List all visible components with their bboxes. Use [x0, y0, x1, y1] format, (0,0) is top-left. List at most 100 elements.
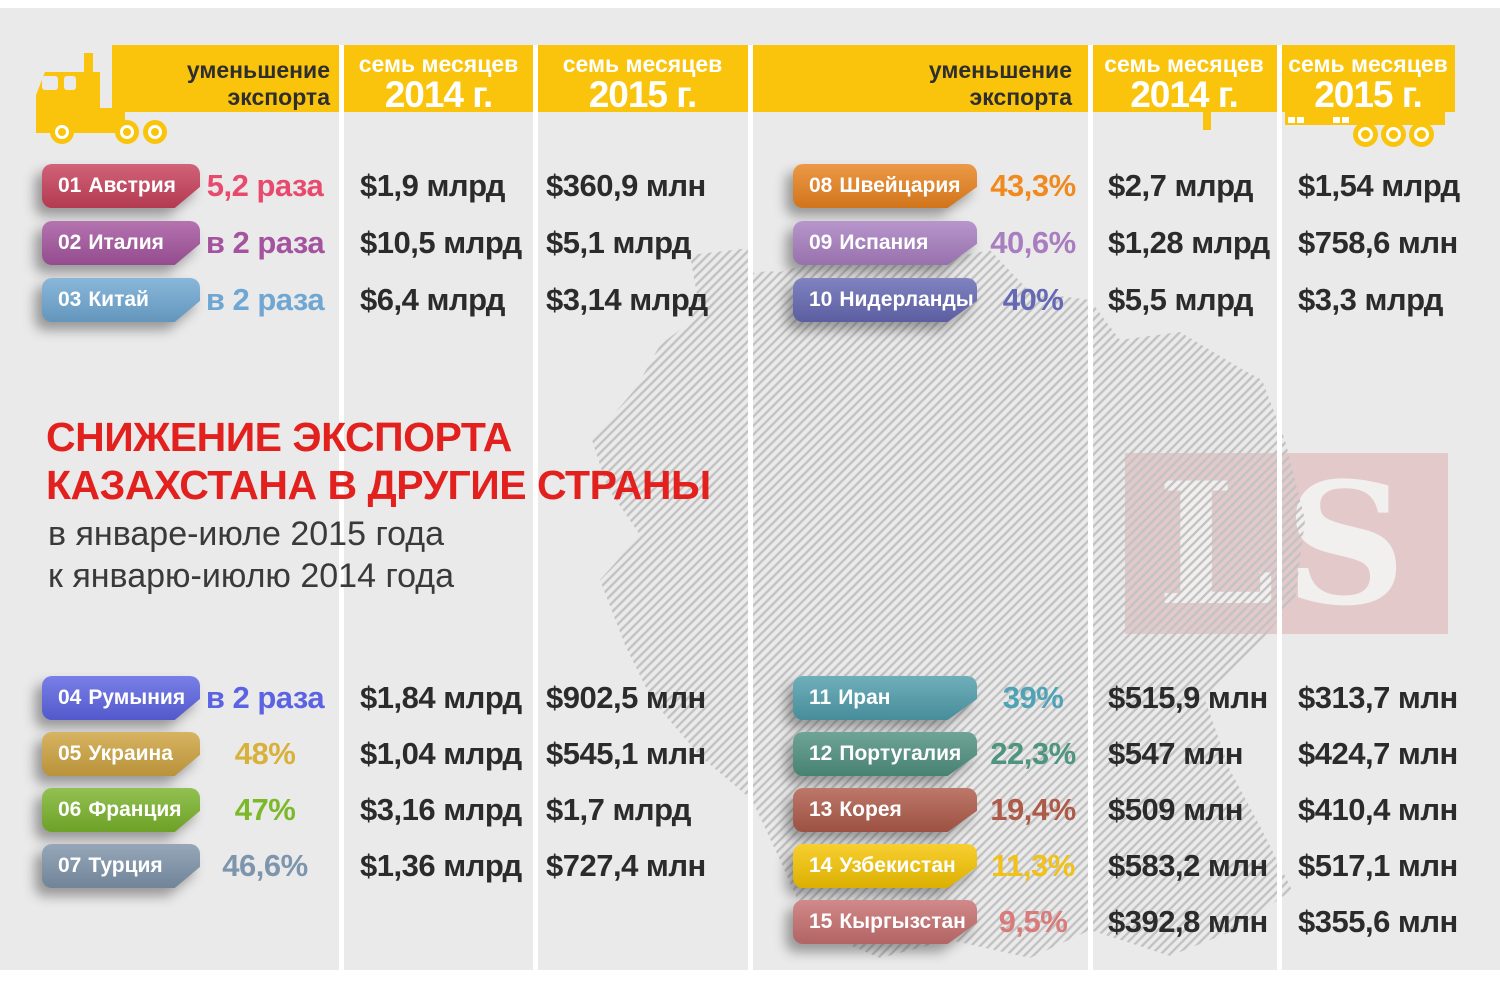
value-2014: $3,16 млрд: [360, 792, 522, 827]
decrease-value: в 2 раза: [205, 225, 325, 260]
country-label: 05 Украина: [42, 732, 200, 776]
country-rank: 03: [58, 288, 82, 311]
country-label: 11 Иран: [793, 676, 977, 720]
value-2015: $360,9 млн: [546, 168, 706, 203]
truck-wheel-icon: [143, 120, 167, 144]
header-band: [112, 45, 1455, 112]
value-2014: $547 млн: [1108, 736, 1243, 771]
country-rank: 11: [809, 686, 832, 709]
country-rank: 04: [58, 686, 82, 709]
decrease-value: 43,3%: [990, 168, 1076, 203]
country-label: 12 Португалия: [793, 732, 977, 776]
decrease-value: 39%: [1002, 680, 1064, 715]
value-2015: $1,7 млрд: [546, 792, 691, 827]
column-separator: [339, 45, 344, 970]
country-label: 13 Корея: [793, 788, 977, 832]
country-tag: 02 Италия: [42, 221, 200, 265]
country-rank: 07: [58, 854, 82, 877]
page-title-line1: СНИЖЕНИЕ ЭКСПОРТА: [46, 414, 512, 460]
country-label: 07 Турция: [42, 844, 200, 888]
decrease-value: 22,3%: [990, 736, 1076, 771]
trailer-wheel-icon: [1409, 122, 1434, 147]
header-decrease-line1: уменьшение: [928, 57, 1072, 83]
bottom-margin: [0, 970, 1500, 997]
header-decrease-line2: экспорта: [227, 84, 330, 110]
value-2015: $902,5 млн: [546, 680, 706, 715]
country-tag: 14 Узбекистан: [793, 844, 977, 888]
value-2014: $392,8 млн: [1108, 904, 1268, 939]
value-2015: $3,14 млрд: [546, 282, 708, 317]
value-2015: $3,3 млрд: [1298, 282, 1443, 317]
country-label: 10 Нидерланды: [793, 278, 977, 322]
country-rank: 09: [809, 231, 833, 254]
truck-window-icon: [42, 76, 58, 90]
header-2014-caption: семь месяцев: [1104, 51, 1264, 77]
header-2015-year: 2015 г.: [588, 74, 698, 115]
header-decrease-right: уменьшение экспорта: [882, 57, 1072, 111]
country-rank: 08: [809, 174, 833, 197]
country-tag: 13 Корея: [793, 788, 977, 832]
header-2015-right: семь месяцев 2015 г.: [1282, 51, 1454, 113]
header-2015-left: семь месяцев 2015 г.: [540, 51, 745, 113]
header-decrease-line1: уменьшение: [186, 57, 330, 83]
value-2014: $515,9 млн: [1108, 680, 1268, 715]
country-label: 14 Узбекистан: [793, 844, 977, 888]
decrease-value: 9,5%: [998, 904, 1068, 939]
country-tag: 06 Франция: [42, 788, 200, 832]
value-2015: $727,4 млн: [546, 848, 706, 883]
country-rank: 05: [58, 742, 82, 765]
value-2015: $1,54 млрд: [1298, 168, 1460, 203]
country-name: Италия: [88, 231, 164, 254]
country-name: Румыния: [88, 686, 186, 709]
column-separator: [748, 45, 753, 970]
page-subtitle-line2: к январю-июлю 2014 года: [48, 557, 455, 595]
country-tag: 10 Нидерланды: [793, 278, 977, 322]
country-rank: 15: [809, 910, 833, 933]
trailer-wheel-icon: [1353, 122, 1378, 147]
decrease-value: в 2 раза: [205, 282, 325, 317]
country-rank: 12: [809, 742, 833, 765]
decrease-value: 5,2 раза: [206, 168, 324, 203]
country-name: Турция: [88, 854, 163, 877]
country-name: Иран: [838, 686, 891, 709]
country-tag: 04 Румыния: [42, 676, 200, 720]
trailer-vent: [1333, 117, 1340, 123]
country-tag: 12 Португалия: [793, 732, 977, 776]
decrease-value: 46,6%: [222, 848, 308, 883]
value-2014: $10,5 млрд: [360, 225, 522, 260]
country-label: 01 Австрия: [42, 164, 200, 208]
value-2014: $5,5 млрд: [1108, 282, 1253, 317]
country-tag: 15 Кыргызстан: [793, 900, 977, 944]
value-2014: $509 млн: [1108, 792, 1243, 827]
decrease-value: 48%: [234, 736, 296, 771]
country-tag: 05 Украина: [42, 732, 200, 776]
column-separator: [1088, 45, 1093, 970]
header-2015-year: 2015 г.: [1314, 74, 1423, 115]
country-name: Китай: [88, 288, 149, 311]
value-2014: $1,04 млрд: [360, 736, 522, 771]
value-2015: $5,1 млрд: [546, 225, 691, 260]
country-tag: 11 Иран: [793, 676, 977, 720]
country-name: Франция: [88, 798, 182, 821]
header-2014-year: 2014 г.: [384, 74, 494, 115]
value-2014: $1,36 млрд: [360, 848, 522, 883]
decrease-value: 40%: [1002, 282, 1064, 317]
value-2014: $6,4 млрд: [360, 282, 505, 317]
header-2014-year: 2014 г.: [1130, 74, 1239, 115]
decrease-value: 19,4%: [990, 792, 1076, 827]
country-name: Украина: [88, 742, 173, 765]
header-2015-caption: семь месяцев: [562, 51, 723, 77]
country-tag: 01 Австрия: [42, 164, 200, 208]
country-tag: 07 Турция: [42, 844, 200, 888]
trailer-skirt: [1285, 108, 1445, 125]
country-label: 15 Кыргызстан: [793, 900, 977, 944]
decrease-value: 40,6%: [990, 225, 1076, 260]
value-2015: $313,7 млн: [1298, 680, 1458, 715]
country-label: 02 Италия: [42, 221, 200, 265]
column-separator: [1277, 45, 1282, 970]
header-2014-caption: семь месяцев: [358, 51, 519, 77]
trailer-vent: [1297, 117, 1304, 123]
country-name: Кыргызстан: [839, 910, 966, 933]
country-rank: 02: [58, 231, 82, 254]
